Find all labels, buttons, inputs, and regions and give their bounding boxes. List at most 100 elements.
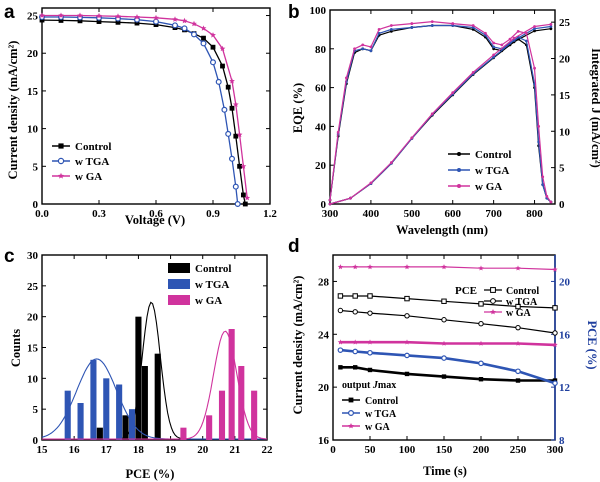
- panel-b-plot: 300 400 500 600 700 800 0 20 40 60 80 100 0 5 10 15 20 25…: [310, 5, 571, 220]
- panel-d-ytick-label: 24: [318, 329, 330, 341]
- panel-d-series-pce-control-point: [441, 298, 447, 304]
- panel-b-series-w-ga-eqe-point: [533, 66, 536, 70]
- panel-a-series-control-point: [39, 17, 45, 23]
- panel-b-series-w-ga-eqe-point: [328, 198, 332, 202]
- panel-d-series-pce-w-tga-point: [441, 317, 447, 323]
- panel-a-series-w-ga-point: [244, 195, 251, 201]
- panel-d-legend-pce-marker: [490, 287, 496, 293]
- panel-a-series-control-point: [229, 105, 235, 111]
- panel-b-ytick-right-label: 0: [559, 199, 565, 211]
- panel-c-series-w-ga-bar: [228, 329, 235, 440]
- panel-b-series-w-ga-eqe-point: [361, 43, 365, 47]
- panel-d-legend-jmax-label: w GA: [365, 422, 391, 433]
- panel-d-xtick-label: 250: [510, 444, 527, 456]
- panel-b-series-w-ga-integrated-point: [328, 202, 332, 206]
- panel-a-xtick-label: 0.3: [92, 208, 106, 220]
- panel-b-series-w-ga-eqe-point: [484, 31, 487, 35]
- panel-a-series-w-ga-point: [229, 78, 235, 84]
- panel-d-series-pce-w-tga-point: [352, 309, 358, 315]
- panel-b-series-w-ga-eqe-point: [537, 125, 541, 128]
- panel-a-series-w-tga-point: [172, 22, 179, 29]
- panel-a-series-control-point: [153, 22, 159, 27]
- panel-b-series-w-ga-eqe-point: [500, 43, 504, 47]
- panel-c-ytick-label: 20: [27, 312, 39, 324]
- panel-b-legend-marker: [457, 168, 461, 172]
- panel-a-plot: 0.0 0.3 0.6 0.9 1.2 0 5 10 15 20 25 Control w TGA w G…: [27, 7, 277, 220]
- panel-d-series-jmax-w-ga-point: [404, 339, 410, 345]
- panel-b-series-w-tga-eqe-point: [410, 26, 414, 29]
- panel-c-xtick-label: 17: [101, 444, 113, 456]
- panel-a-series-w-ga-line: [42, 14, 248, 199]
- panel-c-series-control-bar: [154, 353, 161, 440]
- panel-d-ylabel-right: PCE (%): [585, 321, 599, 370]
- panel-d-ytick-right-label: 12: [559, 382, 571, 394]
- panel-a-series-w-ga-point: [181, 17, 188, 24]
- panel-d-legend-pce-label: w GA: [506, 308, 532, 319]
- panel-a-series-w-ga-point: [232, 101, 239, 107]
- panel-label-c: c: [4, 246, 15, 267]
- panel-c-series-w-ga-bar: [206, 415, 213, 440]
- panel-d-series-jmax-w-ga-point: [352, 339, 358, 345]
- panel-d-series-pce-w-ga-line: [340, 266, 556, 271]
- panel-b-xlabel: Wavelength (nm): [396, 223, 488, 237]
- panel-c-ytick-label: 15: [27, 343, 39, 355]
- panel-a-series-control-point: [242, 201, 248, 207]
- panel-d-series-jmax-control-point: [478, 377, 484, 382]
- panel-d-legend-pce-marker: [490, 309, 496, 315]
- panel-d-legend-jmax-title: output Jmax: [342, 380, 396, 391]
- panel-a-ytick-label: 10: [27, 124, 39, 136]
- panel-b-series-w-ga-eqe-point: [549, 200, 553, 204]
- panel-b-series-w-tga-eqe-point: [492, 45, 496, 49]
- panel-c-ytick-label: 10: [27, 373, 39, 385]
- panel-a-series-w-ga-point: [219, 45, 226, 52]
- panel-c-series-w-tga-bar: [64, 390, 71, 440]
- panel-d-legend-jmax-title-prefix: output: [342, 380, 373, 391]
- panel-b-series-w-ga-eqe-point: [430, 20, 434, 24]
- panel-d-series-jmax-control-point: [441, 374, 447, 379]
- panel-d-legend-pce-title: PCE: [455, 285, 477, 297]
- panel-b-series-w-ga-eqe-point: [410, 22, 414, 25]
- panel-b-ytick-label: 60: [315, 83, 327, 95]
- panel-a-ylabel: Current density (mA/cm²): [6, 41, 20, 180]
- panel-b-series-w-tga-eqe-point: [361, 47, 365, 51]
- panel-d-series-jmax-w-ga-point: [441, 340, 447, 346]
- panel-a-xtick-label: 0.9: [206, 208, 220, 220]
- panel-a-series-w-ga-point: [134, 14, 140, 20]
- panel-d-ytick-right-label: 8: [559, 435, 565, 447]
- panel-d-series-jmax-control-point: [515, 378, 521, 383]
- panel-d-series-jmax-w-ga-point: [552, 342, 558, 348]
- panel-c-series-w-ga-bar: [180, 427, 187, 440]
- panel-a-series-control-point: [220, 63, 225, 69]
- panel-c-ytick-label: 5: [33, 404, 39, 416]
- panel-c-series-w-tga-bar: [90, 359, 97, 440]
- panel-d-xtick-label: 200: [473, 444, 490, 456]
- panel-d-series-pce-control-point: [552, 305, 558, 311]
- panel-a-series-w-ga-point: [77, 12, 83, 18]
- panel-d-series-pce-w-ga-point: [441, 264, 447, 270]
- panel-b-ytick-label: 80: [315, 44, 327, 56]
- panel-b-ytick-right-label: 5: [559, 163, 565, 175]
- panel-d-xtick-label: 100: [399, 444, 416, 456]
- panel-b-legend-marker: [457, 152, 461, 156]
- panel-d-series-pce-w-ga-point: [367, 264, 373, 270]
- panel-a-series-control-point: [96, 19, 102, 24]
- panel-a-xtick-label: 0.6: [149, 208, 163, 220]
- panel-d-xtick-label: 150: [436, 444, 453, 456]
- panel-d-series-jmax-control-point: [353, 365, 358, 370]
- panel-d-series-pce-w-tga-point: [404, 313, 410, 319]
- panel-b-series-control-eqe-point: [389, 29, 393, 33]
- panel-b-series-w-tga-integrated-line: [329, 25, 551, 205]
- panel-d-series-pce-control-point: [367, 293, 373, 299]
- panel-d-legend-jmax-marker: [348, 410, 355, 417]
- panel-d-series-jmax-w-ga-line: [340, 340, 556, 347]
- panel-b-series-w-tga-eqe-point: [451, 24, 455, 27]
- panel-d-series-pce-w-ga-point: [552, 266, 558, 272]
- panel-b-series-w-ga-eqe-point: [353, 47, 356, 51]
- panel-b-series-control-eqe-line: [329, 24, 552, 203]
- panel-b-series-w-tga-integrated-point: [549, 25, 553, 28]
- panel-a-series-w-ga-point: [236, 131, 243, 138]
- panel-b-series-control-integrated-point: [533, 29, 536, 33]
- panel-d-series-jmax-w-ga-point: [367, 339, 373, 345]
- panel-b-legend-label: Control: [475, 149, 511, 161]
- panel-d-series-pce-control-point: [337, 293, 344, 299]
